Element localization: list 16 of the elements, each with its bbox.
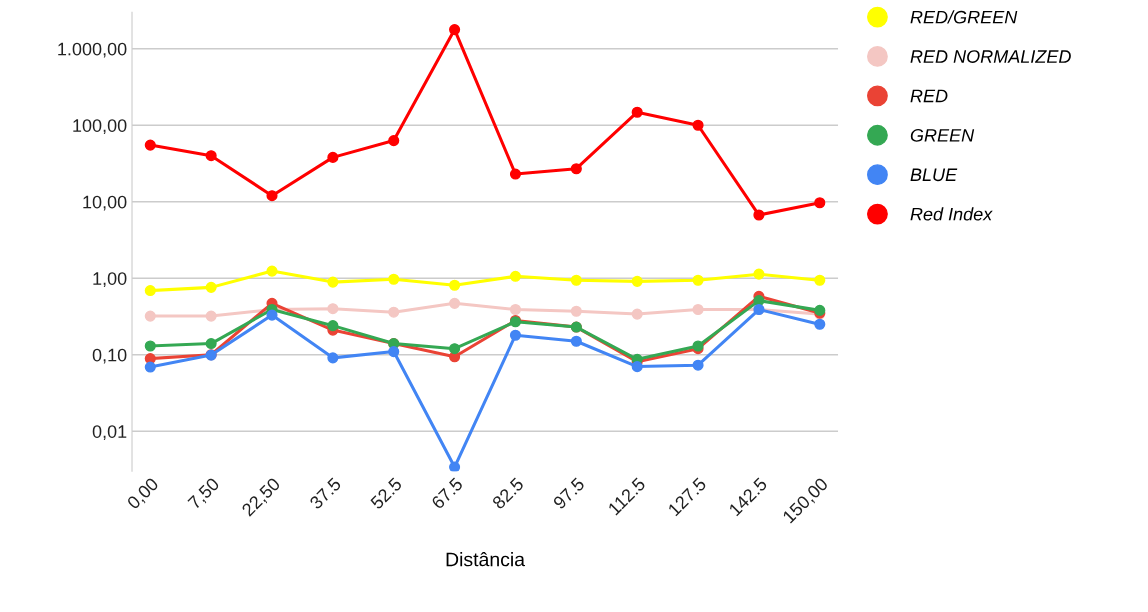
legend-label: RED NORMALIZED [910, 50, 1071, 63]
legend-label: GREEN [910, 128, 975, 142]
y-tick-label: 0,01 [92, 425, 127, 441]
x-tick-label: 0,00 [126, 476, 161, 512]
x-tick-label: 7,50 [187, 476, 222, 512]
y-tick-label: 100,00 [73, 119, 127, 135]
legend-label: Red Index [910, 207, 993, 221]
x-tick-label: 67.5 [430, 476, 464, 510]
y-tick-label: 1.000,00 [58, 42, 127, 58]
x-axis-title: Distância [446, 551, 526, 567]
legend-label: BLUE [910, 168, 958, 182]
legend-label: RED [910, 89, 948, 103]
legend-label: RED/GREEN [910, 10, 1018, 24]
y-tick-label: 1,00 [93, 272, 127, 288]
y-tick-label: 0,10 [92, 348, 127, 364]
y-tick-label: 10,00 [83, 195, 127, 211]
